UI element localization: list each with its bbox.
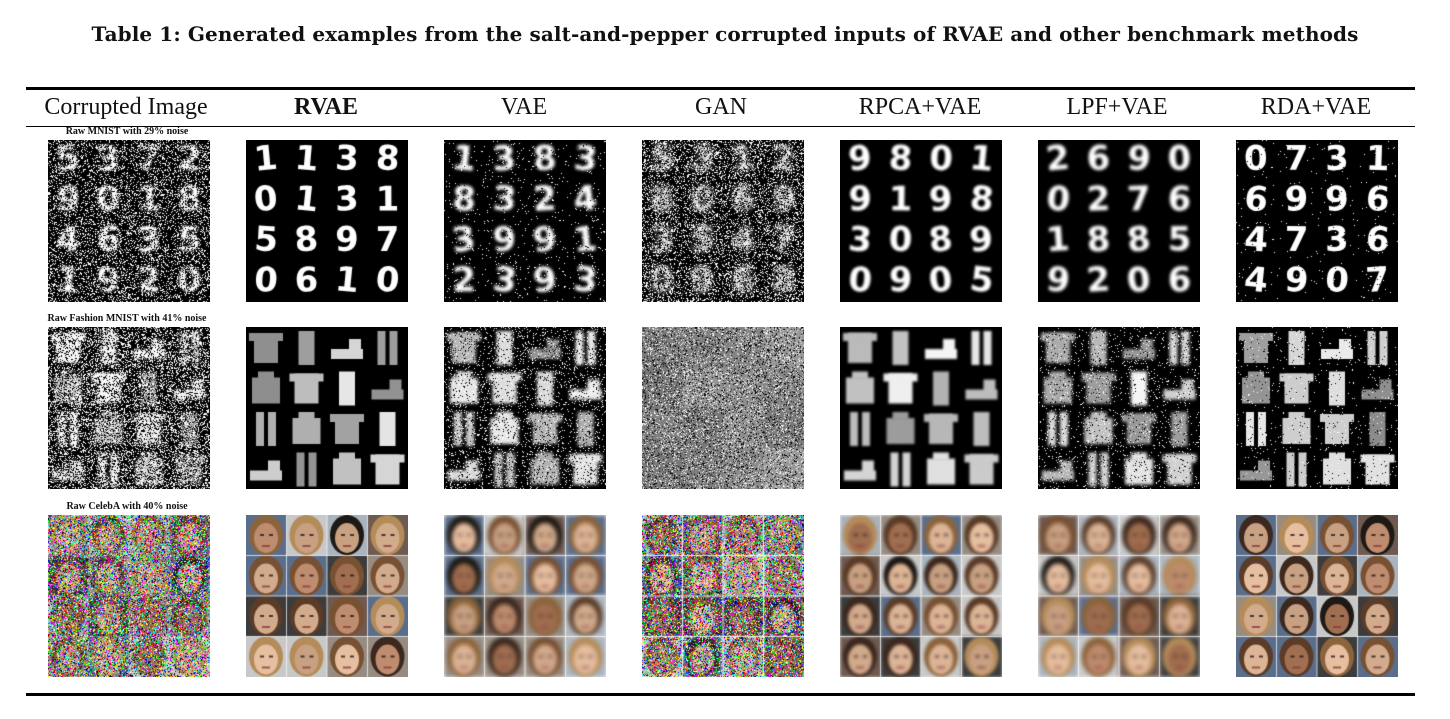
mnist-rda-vae-samples: [1236, 140, 1398, 302]
celeba-rvae-samples: [246, 515, 408, 677]
row-label-celeba: Raw CelebA with 40% noise: [66, 501, 188, 512]
celeba-vae-samples: [444, 515, 606, 677]
column-header-rvae: RVAE: [293, 94, 359, 120]
fashion-vae-samples: [444, 327, 606, 489]
column-header-corrupted-image: Corrupted Image: [44, 94, 208, 120]
table-caption: Table 1: Generated examples from the sal…: [91, 22, 1359, 46]
column-header-rda-vae: RDA+VAE: [1260, 94, 1372, 120]
fashion-rda-vae-samples: [1236, 327, 1398, 489]
column-header-vae: VAE: [500, 94, 548, 120]
mnist-vae-samples: [444, 140, 606, 302]
fashion-rpca-vae-samples: [840, 327, 1002, 489]
table-top-rule: [26, 87, 1415, 90]
celeba-rda-vae-samples: [1236, 515, 1398, 677]
column-header-gan: GAN: [695, 94, 747, 120]
mnist-lpf-vae-samples: [1038, 140, 1200, 302]
mnist-rpca-vae-samples: [840, 140, 1002, 302]
row-label-fashion-mnist: Raw Fashion MNIST with 41% noise: [47, 313, 207, 324]
column-header-rpca-vae: RPCA+VAE: [858, 94, 982, 120]
row-label-mnist: Raw MNIST with 29% noise: [65, 126, 189, 137]
celeba-rpca-vae-samples: [840, 515, 1002, 677]
mnist-rvae-samples: [246, 140, 408, 302]
mnist-gan-samples: [642, 140, 804, 302]
celeba-gan-samples: [642, 515, 804, 677]
fashion-gan-samples: [642, 327, 804, 489]
celeba-corrupted-image: [48, 515, 210, 677]
fashion-corrupted-image: [48, 327, 210, 489]
mnist-corrupted-image: [48, 140, 210, 302]
table-bottom-rule: [26, 693, 1415, 696]
fashion-rvae-samples: [246, 327, 408, 489]
table-header-rule: [26, 126, 1415, 127]
fashion-lpf-vae-samples: [1038, 327, 1200, 489]
column-header-lpf-vae: LPF+VAE: [1066, 94, 1168, 120]
celeba-lpf-vae-samples: [1038, 515, 1200, 677]
